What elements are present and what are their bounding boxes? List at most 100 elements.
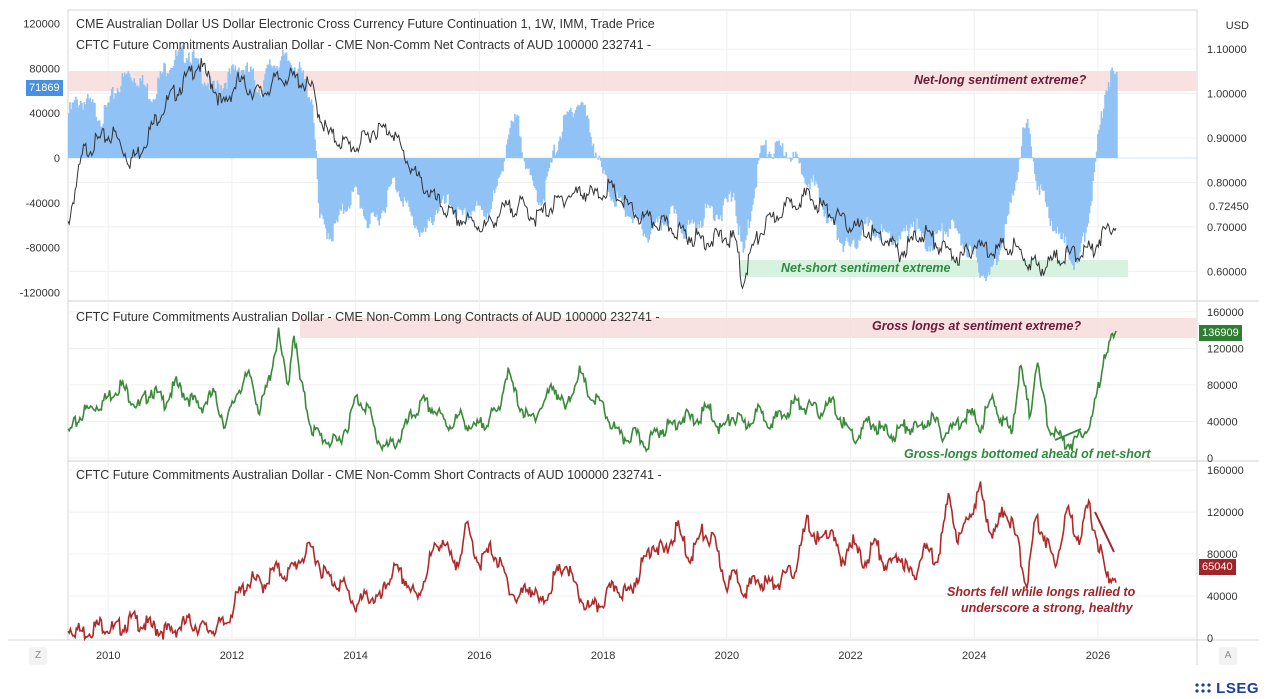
net-bar <box>109 95 112 158</box>
net-bar <box>462 158 465 210</box>
net-bar <box>570 108 572 158</box>
net-bar <box>562 115 565 158</box>
net-bar <box>1073 158 1075 271</box>
net-bar <box>811 158 814 182</box>
net-bar <box>418 158 421 237</box>
net-bar <box>361 158 364 209</box>
net-bar <box>1103 108 1105 158</box>
net-bar <box>577 104 579 158</box>
net-bar <box>716 158 718 215</box>
net-bar <box>974 158 977 250</box>
net-bar <box>151 102 153 158</box>
net-bar <box>321 158 324 216</box>
net-bar <box>583 105 585 158</box>
net-left-tick: 120000 <box>23 19 60 31</box>
net-bar <box>1111 67 1113 158</box>
net-bar <box>1018 158 1021 160</box>
net-bar <box>647 158 649 243</box>
net-bar <box>686 158 689 225</box>
auto-scale-button[interactable]: A <box>1219 647 1237 665</box>
net-bar <box>493 158 496 194</box>
net-bar <box>1105 90 1107 158</box>
net-bar <box>934 158 936 232</box>
net-bar <box>95 116 97 158</box>
net-bar <box>89 97 92 158</box>
net-bar <box>611 158 614 200</box>
net-bar <box>335 158 338 221</box>
net-bar <box>644 158 647 237</box>
net-bar <box>198 68 201 158</box>
net-bar <box>1030 146 1033 158</box>
net-bar <box>1023 128 1025 158</box>
net-bar <box>531 158 534 181</box>
net-bar <box>622 158 624 201</box>
net-bar <box>1075 158 1078 259</box>
net-bar <box>271 67 274 158</box>
net-bar <box>92 102 95 158</box>
net-bar <box>1016 158 1018 181</box>
net-bar <box>756 158 759 165</box>
net-bar <box>353 158 356 188</box>
net-bar <box>656 158 659 223</box>
net-bar <box>846 158 848 238</box>
net-bar <box>898 158 900 236</box>
net-bar <box>1057 158 1060 235</box>
net-bar <box>466 158 469 215</box>
net-bar <box>887 158 890 234</box>
net-bar <box>968 158 971 246</box>
net-bar <box>334 158 337 224</box>
net-bar <box>196 58 199 158</box>
net-bar <box>692 158 695 224</box>
net-bar <box>831 158 834 218</box>
net-bar <box>490 158 492 209</box>
net-bar <box>436 158 439 214</box>
net-bar <box>259 94 262 158</box>
net-bar <box>936 158 939 234</box>
net-bar <box>77 106 80 158</box>
net-bar <box>524 158 527 170</box>
net-bar <box>441 158 444 200</box>
net-bar <box>495 158 497 189</box>
net-bar <box>689 158 691 225</box>
net-bar <box>315 151 318 158</box>
zoom-button[interactable]: Z <box>29 647 47 665</box>
net-bar <box>442 158 445 196</box>
net-bar <box>549 158 552 162</box>
net-bar <box>752 158 754 205</box>
net-bar <box>551 158 553 163</box>
net-bar <box>919 158 922 231</box>
net-bar <box>341 158 344 204</box>
net-bar <box>389 158 391 187</box>
net-bar <box>827 158 829 224</box>
net-bar <box>873 158 876 237</box>
net-bar <box>991 158 993 267</box>
net-bar <box>152 99 155 158</box>
net-bar <box>782 155 785 158</box>
net-bar <box>336 158 339 223</box>
net-bar <box>931 158 934 252</box>
net-bar <box>297 68 300 158</box>
net-bar <box>121 73 124 158</box>
net-bar <box>894 158 897 243</box>
net-bar <box>308 97 310 158</box>
net-bar <box>417 158 420 233</box>
net-bar <box>685 158 688 240</box>
net-bar <box>628 158 630 217</box>
net-bar <box>859 158 861 241</box>
net-bar <box>652 158 654 230</box>
price-right-tick: 0.80000 <box>1207 177 1247 189</box>
net-bar <box>179 47 182 158</box>
net-bar <box>245 65 247 158</box>
net-bar <box>346 158 348 211</box>
net-bar <box>658 158 660 217</box>
net-bar <box>771 157 773 158</box>
net-bar <box>584 104 586 158</box>
net-bar <box>642 158 645 237</box>
net-bar <box>924 158 927 249</box>
net-bar <box>1083 158 1086 243</box>
net-bar <box>391 158 394 179</box>
net-bar <box>368 158 371 224</box>
net-bar <box>882 158 885 229</box>
net-bar <box>492 158 495 191</box>
net-bar <box>104 105 107 158</box>
